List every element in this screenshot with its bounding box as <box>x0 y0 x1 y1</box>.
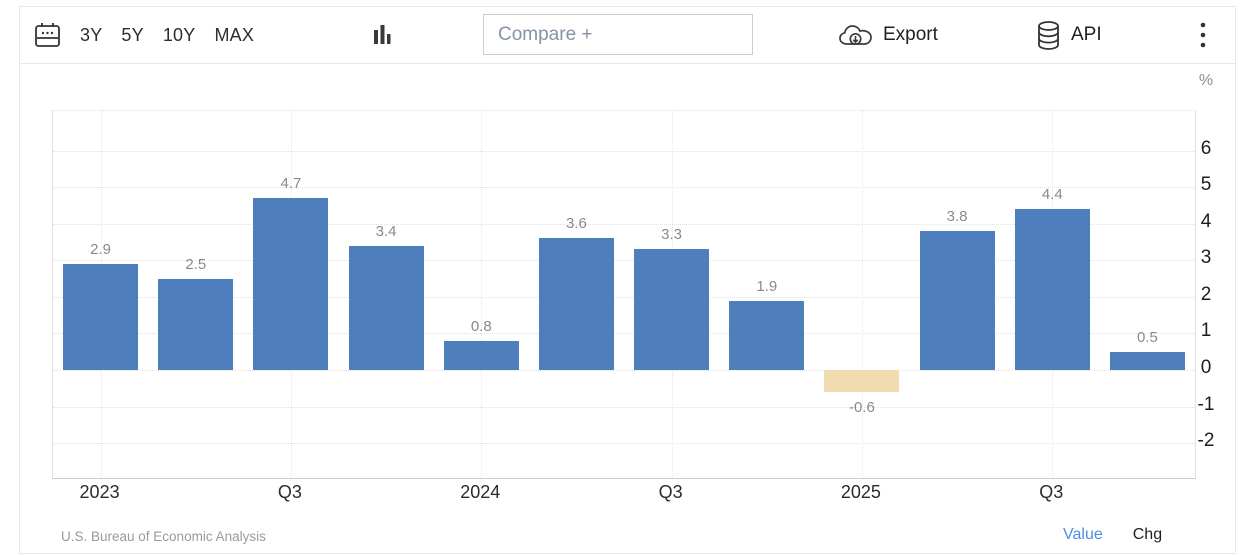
bar-value-label: 0.5 <box>1136 328 1158 346</box>
gridline-horizontal <box>53 150 1195 152</box>
gridline-horizontal <box>53 223 1195 225</box>
bar[interactable] <box>158 278 234 371</box>
api-label: API <box>1071 24 1102 45</box>
bar-value-label: 3.8 <box>946 208 968 226</box>
bar[interactable] <box>634 249 710 371</box>
range-selector: 3Y 5Y 10Y MAX <box>34 7 254 63</box>
bar[interactable] <box>824 370 900 392</box>
calendar-icon[interactable] <box>34 21 61 49</box>
x-axis-tick-label: Q3 <box>277 482 302 502</box>
bar-value-label: 4.7 <box>280 175 302 193</box>
plot-area: 2.9 2.5 4.7 3.4 0.8 3.6 3.3 1.9 -0.6 3.8 4.4 0.5 <box>52 110 1196 479</box>
range-button-10y[interactable]: 10Y <box>162 24 196 45</box>
bar[interactable] <box>348 245 424 371</box>
range-button-max[interactable]: MAX <box>214 24 255 45</box>
gridline-vertical <box>481 111 483 478</box>
kebab-menu-icon[interactable] <box>1199 21 1207 49</box>
toolbar: 3Y 5Y 10Y MAX Export <box>20 7 1235 64</box>
gridline-vertical <box>861 111 863 478</box>
gridline-horizontal <box>53 406 1195 408</box>
bar-value-label: 3.4 <box>375 222 397 240</box>
x-axis-tick-label: Q3 <box>1039 482 1064 502</box>
bar[interactable] <box>729 300 805 371</box>
y-axis-tick-label: -1 <box>1197 393 1215 415</box>
database-icon <box>1036 20 1061 51</box>
gridline-horizontal <box>53 370 1195 372</box>
compare-field-wrap <box>483 14 753 55</box>
bar-value-label: 3.6 <box>565 215 587 233</box>
y-axis-tick-label: 4 <box>1200 210 1212 232</box>
gridline-horizontal <box>53 260 1195 262</box>
bar[interactable] <box>253 198 329 371</box>
y-axis-tick-label: 6 <box>1200 137 1212 159</box>
y-axis-tick-label: 0 <box>1200 357 1212 379</box>
y-axis-unit-label: % <box>1198 72 1214 89</box>
x-axis-tick-label: 2025 <box>840 482 881 502</box>
compare-input[interactable] <box>483 14 753 55</box>
export-button[interactable]: Export <box>838 7 938 63</box>
gridline-horizontal <box>53 296 1195 298</box>
gridline-horizontal <box>53 333 1195 335</box>
y-axis-tick-label: 3 <box>1200 247 1212 269</box>
y-axis-tick-label: 2 <box>1200 283 1212 305</box>
bar[interactable] <box>443 340 519 371</box>
chart-widget: 3Y 5Y 10Y MAX Export <box>19 6 1236 554</box>
y-axis-tick-label: 5 <box>1200 174 1212 196</box>
bar-value-label: 2.5 <box>185 255 207 273</box>
bar-value-label: -0.6 <box>848 399 875 416</box>
cloud-download-icon <box>838 23 873 48</box>
bar[interactable] <box>1014 209 1090 371</box>
value-toggle[interactable]: Value <box>1063 526 1103 543</box>
bar[interactable] <box>538 238 614 371</box>
gridline-horizontal <box>53 443 1195 445</box>
x-axis-tick-label: 2024 <box>460 482 501 502</box>
x-axis-tick-label: 2023 <box>79 482 120 502</box>
gridline-horizontal <box>53 187 1195 189</box>
api-button[interactable]: API <box>1036 7 1102 63</box>
footer-toggles: Value Chg <box>1063 526 1162 544</box>
y-axis-tick-label: -2 <box>1197 430 1215 452</box>
bar-value-label: 4.4 <box>1041 186 1063 204</box>
source-attribution: U.S. Bureau of Economic Analysis <box>61 529 266 544</box>
bar[interactable] <box>63 263 139 371</box>
x-axis-tick-label: Q3 <box>658 482 683 502</box>
bar-value-label: 3.3 <box>661 226 682 244</box>
bar-value-label: 1.9 <box>756 277 778 295</box>
export-label: Export <box>883 24 938 45</box>
range-button-5y[interactable]: 5Y <box>121 24 144 45</box>
chg-toggle[interactable]: Chg <box>1132 526 1163 543</box>
bar[interactable] <box>1109 351 1185 371</box>
bar[interactable] <box>919 231 995 371</box>
bar-value-label: 2.9 <box>90 240 111 258</box>
chart-type-icon[interactable] <box>371 22 393 48</box>
range-button-3y[interactable]: 3Y <box>80 24 103 45</box>
y-axis-tick-label: 1 <box>1200 320 1212 342</box>
chart-region: % 2.9 2.5 4.7 3.4 0.8 3.6 3.3 1.9 -0.6 3.8 4.4 0.5 … <box>20 64 1235 555</box>
bar-value-label: 0.8 <box>470 317 492 335</box>
